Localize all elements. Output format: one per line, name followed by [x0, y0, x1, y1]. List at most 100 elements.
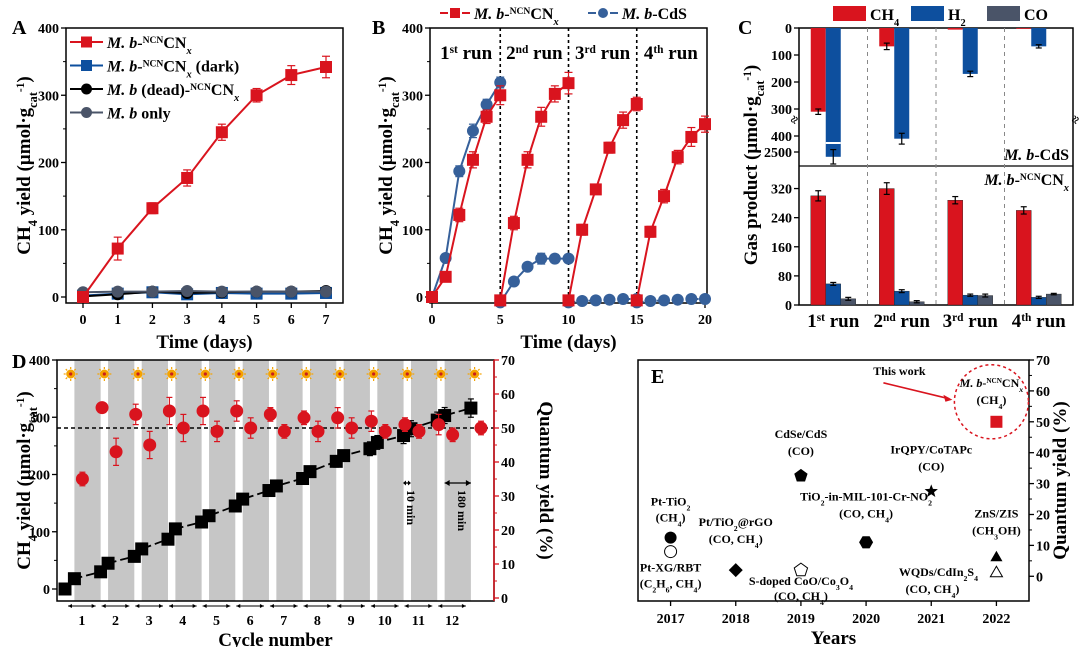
y-tick-label: 300 [38, 89, 59, 104]
bar-bottom-ch4 [810, 195, 826, 306]
run-label: 3rd run [575, 43, 631, 64]
bar-top-ch4 [1016, 28, 1032, 29]
panel-label-d: D [12, 351, 26, 373]
marker-square [990, 415, 1003, 428]
run-label: 4th run [644, 43, 698, 64]
data-point-wqds-cdin2s4: WQDs/CdIn2S4(CO, CH4) [899, 565, 1004, 600]
bar-bottom-ch4 [879, 188, 895, 306]
data-point [320, 285, 332, 298]
data-point-this-work: M. b-NCNCNx(CH4) This work [873, 364, 1030, 440]
x-tick-label: 1 [114, 313, 121, 328]
series-line [635, 123, 706, 301]
y-right-tick-label: 30 [501, 490, 515, 505]
legend-label: M. b (dead)-NCNCNx [106, 82, 239, 104]
dark-period-band [444, 360, 471, 601]
x-tick-label: 2017 [657, 612, 685, 627]
error-bar [830, 149, 837, 165]
error-bar [815, 108, 822, 116]
error-bar [845, 296, 852, 301]
y-right-tick-label: 70 [501, 354, 515, 369]
sun-icon [265, 367, 280, 381]
dark-period-band [410, 360, 438, 601]
x-axis-label: Time (days) [156, 332, 252, 353]
data-point [658, 190, 671, 203]
x-tick-label: 8 [314, 614, 321, 629]
data-point [685, 130, 698, 143]
x-tick-label: 10 [562, 313, 576, 328]
data-point [589, 294, 602, 307]
highlight-circle [953, 364, 1030, 440]
bar-bottom-h2 [894, 290, 910, 306]
y-tick-label: 70 [1036, 354, 1050, 369]
point-product: (C2H6, CH4) [640, 577, 702, 595]
cycle-range-arrow [135, 604, 163, 608]
data-point [146, 285, 159, 298]
sun-icon [433, 367, 448, 381]
bar-bottom-h2 [825, 283, 841, 306]
data-point [297, 411, 311, 425]
plot-frame-a [65, 27, 344, 304]
data-point [269, 479, 283, 493]
bar-bottom-co [1046, 293, 1062, 306]
axis-break-left: ≈ [787, 113, 804, 127]
bar-top-ch4 [810, 28, 826, 112]
x-tick-label: 12 [445, 614, 459, 629]
marker-star [924, 484, 938, 497]
panel-label-b: B [372, 17, 385, 39]
marker-pentagon [794, 468, 808, 482]
panel-label-c: C [738, 17, 752, 39]
y-axis-label-left: CH4 yield (µmol·gcat-1) [14, 391, 40, 570]
bar-break-gap [825, 142, 841, 144]
data-point [432, 418, 446, 432]
dark-period-band [209, 360, 236, 601]
sun-icon [97, 367, 112, 381]
data-point [75, 472, 89, 486]
plot-frame-e [637, 359, 1030, 602]
legend-item: CH4 [833, 6, 899, 29]
error-bar [898, 289, 905, 294]
point-label: Pt/TiO2@rGO [699, 515, 773, 533]
y-tick-label: 240 [771, 212, 792, 227]
sun-icon [198, 367, 213, 381]
y-tick-label: 300 [29, 411, 50, 426]
cycle-range-arrow [337, 604, 365, 608]
bar-top-h2 [825, 28, 841, 157]
x-tick-label: 2019 [787, 612, 815, 627]
data-point [162, 404, 176, 418]
x-tick-label: 15 [630, 313, 644, 328]
legend-label: M. b only [106, 106, 171, 123]
data-point [480, 98, 493, 111]
x-tick-label: 3 [184, 313, 191, 328]
data-point [453, 165, 466, 178]
data-point [337, 449, 351, 463]
x-tick-label: 9 [348, 614, 355, 629]
legend-item: M. b (dead)-NCNCNx [70, 82, 239, 104]
error-bar [883, 42, 890, 51]
data-point [67, 572, 81, 586]
x-tick-label: 10 [378, 614, 392, 629]
dark-period-band [175, 360, 202, 601]
data-point [548, 252, 561, 265]
data-point [521, 260, 534, 273]
data-point [250, 285, 263, 298]
data-point-tio2-in-mil-101-cr-no2: TiO2-in-MIL-101-Cr-NO2(CO, CH4) [800, 489, 932, 549]
x-category-label: 2nd run [874, 311, 931, 332]
cycle-range-arrow [303, 604, 332, 608]
sun-icon [63, 367, 78, 381]
data-point [699, 118, 711, 131]
error-bar [967, 293, 974, 297]
data-point-zns-zis: ZnS/ZIS (CH3OH) [972, 507, 1021, 562]
marker-pentagon-open [793, 562, 809, 577]
this-work-label: This work [873, 364, 926, 378]
legend-marker [81, 60, 92, 71]
data-point [576, 223, 589, 236]
x-tick-label: 2022 [982, 612, 1010, 627]
legend-swatch [987, 6, 1020, 21]
legend-marker [450, 8, 460, 18]
y-tick-label: 10 [1036, 539, 1050, 554]
run-label: 2nd run [506, 43, 563, 64]
x-tick-label: 2 [149, 313, 156, 328]
data-point [562, 77, 575, 90]
data-point [464, 401, 478, 415]
